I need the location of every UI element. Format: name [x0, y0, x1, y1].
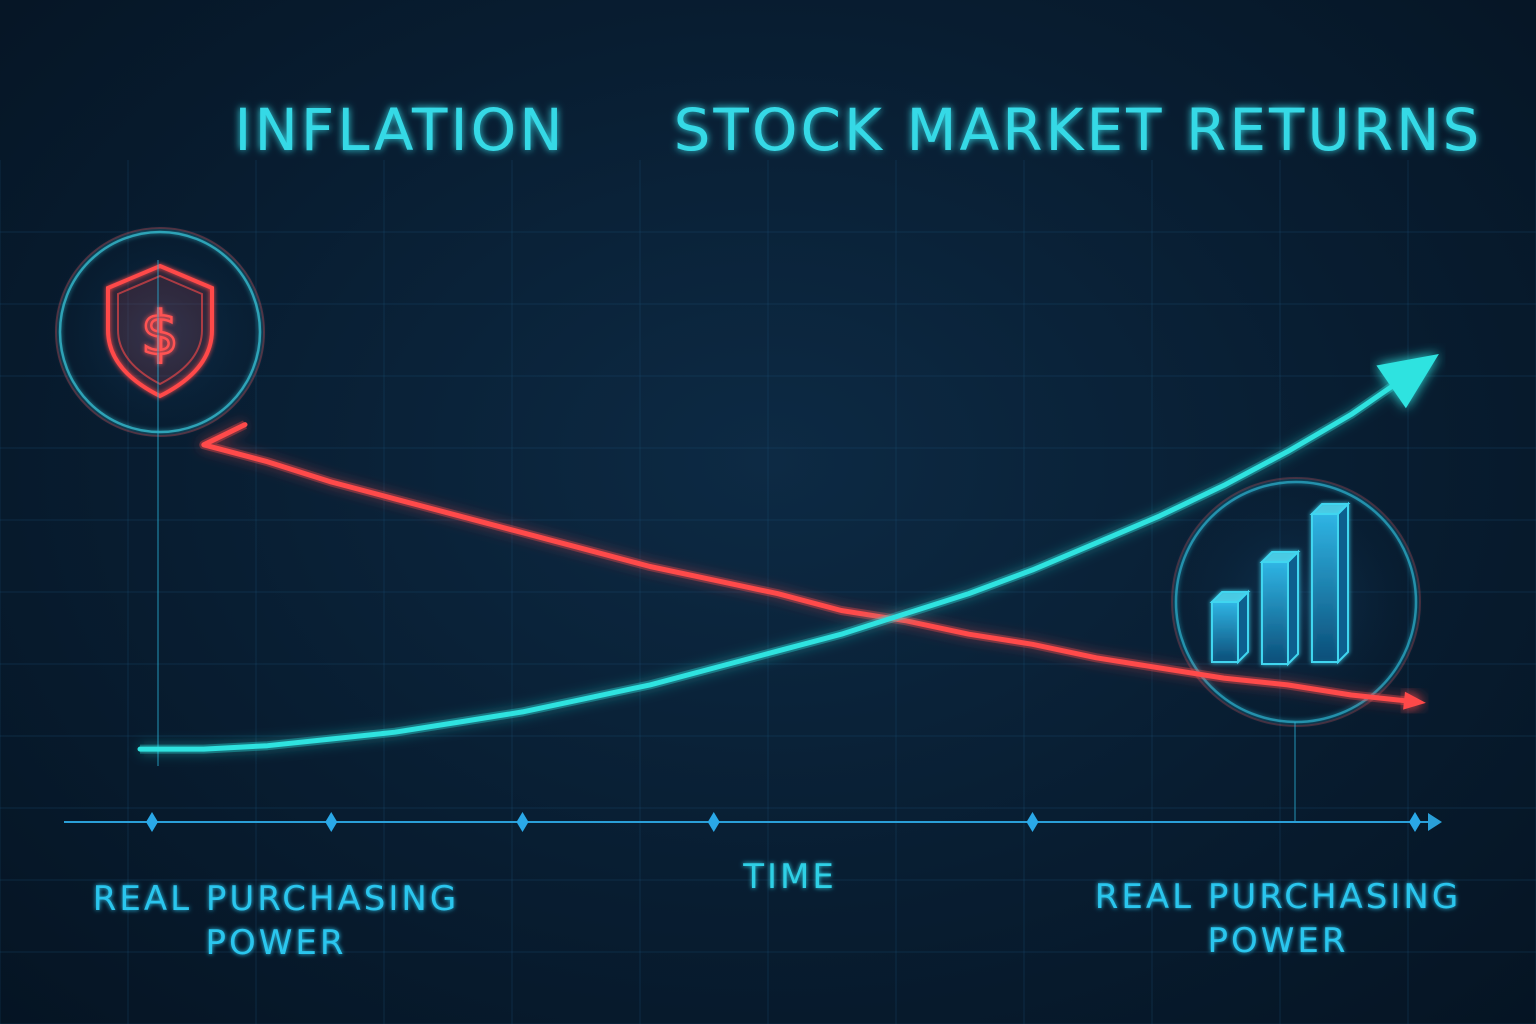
series-inflation-point [521, 531, 524, 535]
series-stock-point [1222, 483, 1226, 487]
series-inflation-point [266, 460, 269, 464]
series-stock-point [329, 737, 333, 741]
series-stock-point [1094, 541, 1098, 545]
series-stock-arrowhead [1376, 354, 1439, 409]
series-inflation-point [1349, 693, 1353, 697]
series-inflation-point [712, 578, 716, 582]
series-stock-point [1349, 412, 1353, 416]
series-stock-point [457, 720, 461, 724]
series-inflation-point [329, 480, 333, 484]
time-axis-arrowhead [1428, 813, 1442, 831]
series-stock-point [521, 710, 524, 714]
series-stock-point [648, 683, 652, 687]
series-stock-point [138, 747, 142, 751]
series-inflation-point [839, 609, 843, 612]
series-layer [137, 354, 1439, 754]
series-stock-point [776, 649, 779, 653]
right-purchasing-power-label-line1: REAL PURCHASING [1095, 877, 1461, 917]
series-stock-point [393, 730, 397, 734]
left-purchasing-power-label-line2: POWER [206, 923, 347, 963]
series-stock-point [967, 592, 971, 596]
series-stock-point [1031, 568, 1034, 572]
time-marker [516, 812, 529, 832]
series-inflation-point [967, 632, 971, 636]
series-inflation-point [202, 443, 206, 447]
series-inflation-point [903, 619, 907, 623]
series-stock-point [1286, 450, 1289, 454]
series-stock-point [266, 744, 269, 748]
dollar-shield-icon: $ [45, 217, 275, 766]
series-inflation-point [1094, 656, 1098, 660]
series-stock-point [202, 747, 206, 751]
time-axis [64, 812, 1442, 832]
series-stock-point [1158, 514, 1162, 518]
series-stock-point [712, 666, 716, 670]
bar-chart-icon [1168, 474, 1424, 822]
title-stock-market-returns: STOCK MARKET RETURNS [674, 96, 1483, 164]
left-purchasing-power-label-line1: REAL PURCHASING [93, 879, 459, 919]
series-stock-point [903, 612, 907, 616]
time-marker [1026, 812, 1039, 832]
title-inflation: INFLATION [234, 96, 565, 164]
time-marker [146, 812, 158, 832]
series-inflation-point [648, 565, 652, 568]
series-inflation-point [393, 497, 397, 501]
svg-text:$: $ [141, 299, 179, 369]
series-stock-point [839, 632, 843, 636]
series-inflation-point [243, 423, 247, 427]
background-grid [0, 160, 1536, 1024]
series-inflation-point [1031, 642, 1034, 646]
series-inflation-point [776, 592, 779, 596]
series-stock-point [584, 696, 588, 700]
series-inflation-point [1286, 683, 1289, 687]
series-inflation-point [457, 514, 461, 518]
right-purchasing-power-label-line2: POWER [1208, 921, 1349, 961]
series-inflation-point [1222, 676, 1226, 680]
time-marker [707, 812, 720, 832]
time-marker [325, 812, 338, 832]
series-inflation-arrowhead [1403, 691, 1426, 710]
x-axis-label: TIME [742, 857, 837, 897]
series-inflation-point [1158, 666, 1162, 670]
time-marker [1409, 812, 1421, 832]
series-inflation-point [584, 548, 588, 552]
